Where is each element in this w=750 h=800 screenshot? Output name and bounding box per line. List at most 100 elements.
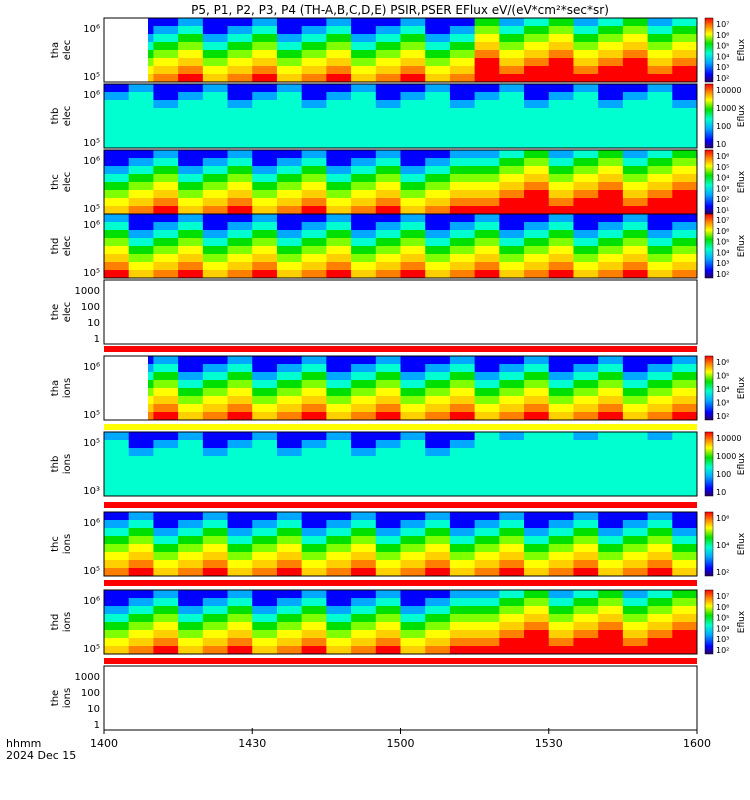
heatmap-cell <box>153 58 179 67</box>
heatmap-cell <box>548 214 574 223</box>
heatmap-cell <box>573 26 599 35</box>
heatmap-cell <box>598 92 624 101</box>
heatmap-cell <box>672 464 698 473</box>
heatmap-cell <box>647 364 673 373</box>
heatmap-cell <box>227 42 253 51</box>
heatmap-cell <box>276 270 303 279</box>
panel-label-species: elec <box>62 172 73 193</box>
heatmap-cell <box>425 92 451 101</box>
heatmap-cell <box>474 100 500 109</box>
heatmap-cell <box>351 606 377 615</box>
heatmap-cell <box>548 230 574 239</box>
heatmap-cell <box>622 598 649 607</box>
heatmap-cell <box>202 262 229 271</box>
heatmap-cell <box>153 116 179 125</box>
heatmap-cell <box>573 246 599 255</box>
colorbar <box>704 17 714 83</box>
heatmap-cell <box>400 528 426 537</box>
heatmap-cell <box>202 544 229 553</box>
heatmap-cell <box>178 132 204 141</box>
colorbar-tick-label: 1000 <box>716 104 736 113</box>
heatmap-cell <box>351 34 377 43</box>
heatmap-cell <box>301 214 327 223</box>
heatmap-cell <box>276 50 303 59</box>
heatmap-cell <box>499 448 525 457</box>
heatmap-cell <box>202 214 229 223</box>
heatmap-cell <box>326 238 352 247</box>
heatmap-cell <box>326 190 352 199</box>
heatmap-cell <box>252 364 278 373</box>
heatmap-cell <box>524 230 550 239</box>
heatmap-cell <box>351 440 377 449</box>
heatmap-cell <box>276 614 303 623</box>
heatmap-cell <box>425 412 451 421</box>
heatmap-cell <box>178 246 204 255</box>
heatmap-cell <box>351 140 377 149</box>
heatmap-cell <box>128 238 154 247</box>
heatmap-cell <box>375 254 401 263</box>
heatmap-cell <box>227 646 253 655</box>
heatmap-cell <box>524 606 550 615</box>
heatmap-cell <box>425 150 451 159</box>
heatmap-cell <box>375 230 401 239</box>
time-axis: 1400 1430 1500 1530 1600 <box>90 728 711 750</box>
heatmap-cell <box>400 58 426 67</box>
heatmap-cell <box>178 34 204 43</box>
heatmap-cell <box>400 456 426 465</box>
heatmap-cell <box>104 560 130 569</box>
colorbar-tick-label: 10⁷ <box>716 592 729 601</box>
heatmap-cell <box>351 622 377 631</box>
heatmap-cell <box>227 166 253 175</box>
heatmap-cell <box>524 590 550 599</box>
heatmap-cell <box>672 198 698 207</box>
heatmap-cell <box>499 568 525 577</box>
heatmap-cell <box>598 270 624 279</box>
heatmap-cell <box>351 254 377 263</box>
colorbar-label: Eflux <box>737 532 747 555</box>
heatmap-cell <box>227 606 253 615</box>
heatmap-cell <box>227 92 253 101</box>
heatmap-cell <box>449 26 476 35</box>
y-tick-label: 1 <box>94 720 100 731</box>
heatmap-cell <box>400 50 426 59</box>
heatmap-cell <box>276 440 303 449</box>
heatmap-cell <box>672 166 698 175</box>
heatmap-cell <box>301 238 327 247</box>
heatmap-cell <box>128 166 154 175</box>
colorbar-tick-label: 10⁴ <box>716 248 729 257</box>
heatmap-cell <box>573 198 599 207</box>
heatmap-cell <box>573 372 599 381</box>
heatmap-cell <box>425 214 451 223</box>
heatmap-cell <box>178 166 204 175</box>
heatmap-cell <box>573 108 599 117</box>
heatmap-cell <box>449 606 476 615</box>
heatmap-cell <box>375 92 401 101</box>
heatmap-cell <box>326 638 352 647</box>
heatmap-cell <box>252 590 278 599</box>
heatmap-cell <box>672 254 698 263</box>
heatmap-cell <box>153 520 179 529</box>
heatmap-cell <box>375 560 401 569</box>
heatmap-cell <box>425 206 451 215</box>
panel-frame <box>103 431 698 497</box>
heatmap-cell <box>449 58 476 67</box>
heatmap-cell <box>276 638 303 647</box>
heatmap-cell <box>351 598 377 607</box>
heatmap-cell <box>524 140 550 149</box>
heatmap-cell <box>326 488 352 497</box>
heatmap-cell <box>647 412 673 421</box>
heatmap-cell <box>351 512 377 521</box>
heatmap-cell <box>598 84 624 93</box>
heatmap-cell <box>400 182 426 191</box>
heatmap-cell <box>128 124 154 133</box>
heatmap-cell <box>622 92 649 101</box>
heatmap-cell <box>400 262 426 271</box>
heatmap-cell <box>499 552 525 561</box>
heatmap-cell <box>474 356 500 365</box>
heatmap-cell <box>252 198 278 207</box>
heatmap-cell <box>227 34 253 43</box>
heatmap-cell <box>499 472 525 481</box>
heatmap-cell <box>449 254 476 263</box>
heatmap-cell <box>375 488 401 497</box>
heatmap-cell <box>499 50 525 59</box>
